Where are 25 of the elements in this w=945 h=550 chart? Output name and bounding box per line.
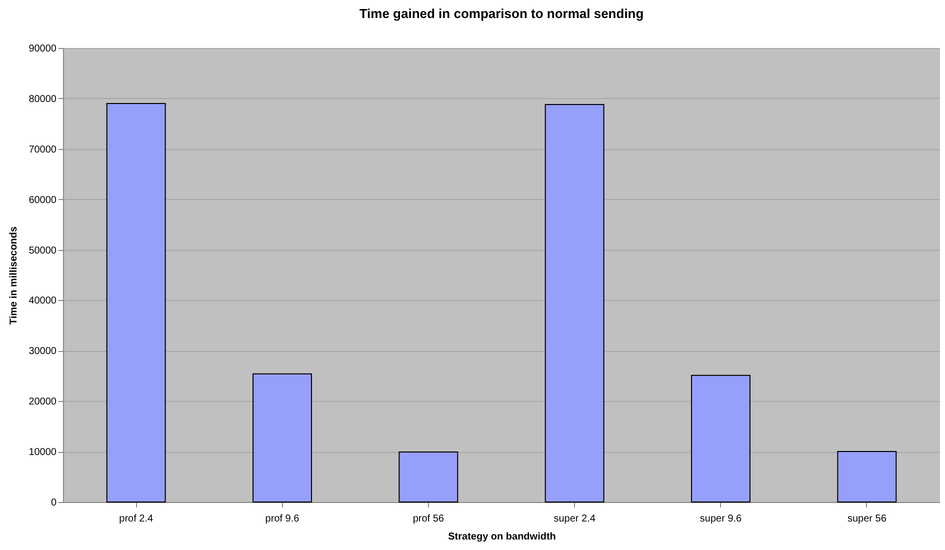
bar [691, 374, 750, 502]
bar [398, 452, 458, 502]
y-tick-label: 70000 [28, 144, 57, 156]
chart-title: Time gained in comparison to normal sending [359, 6, 644, 21]
y-axis-title: Time in milliseconds [8, 226, 20, 325]
y-tick-label: 40000 [28, 296, 57, 307]
bar [106, 102, 166, 502]
y-tick-label: 50000 [28, 245, 57, 256]
bar [837, 451, 897, 502]
x-tick-label: super 9.6 [700, 514, 742, 524]
y-tick-label: 20000 [28, 396, 57, 408]
y-tick-label: 60000 [28, 194, 57, 206]
x-axis-title: Strategy on bandwidth [448, 532, 556, 542]
y-tick-label: 90000 [28, 44, 57, 54]
x-tick-label: super 56 [847, 514, 887, 524]
y-tick-label: 30000 [28, 346, 57, 358]
x-tick-label: prof 2.4 [119, 514, 154, 524]
bar [544, 104, 604, 502]
x-tick-label: super 2.4 [554, 514, 596, 524]
y-tick-label: 10000 [28, 447, 57, 458]
bar [252, 373, 312, 502]
x-tick-label: prof 56 [412, 514, 444, 524]
x-tick-label: prof 9.6 [265, 514, 300, 524]
y-tick-label: 80000 [28, 94, 57, 105]
y-tick-label: 0 [50, 498, 57, 508]
